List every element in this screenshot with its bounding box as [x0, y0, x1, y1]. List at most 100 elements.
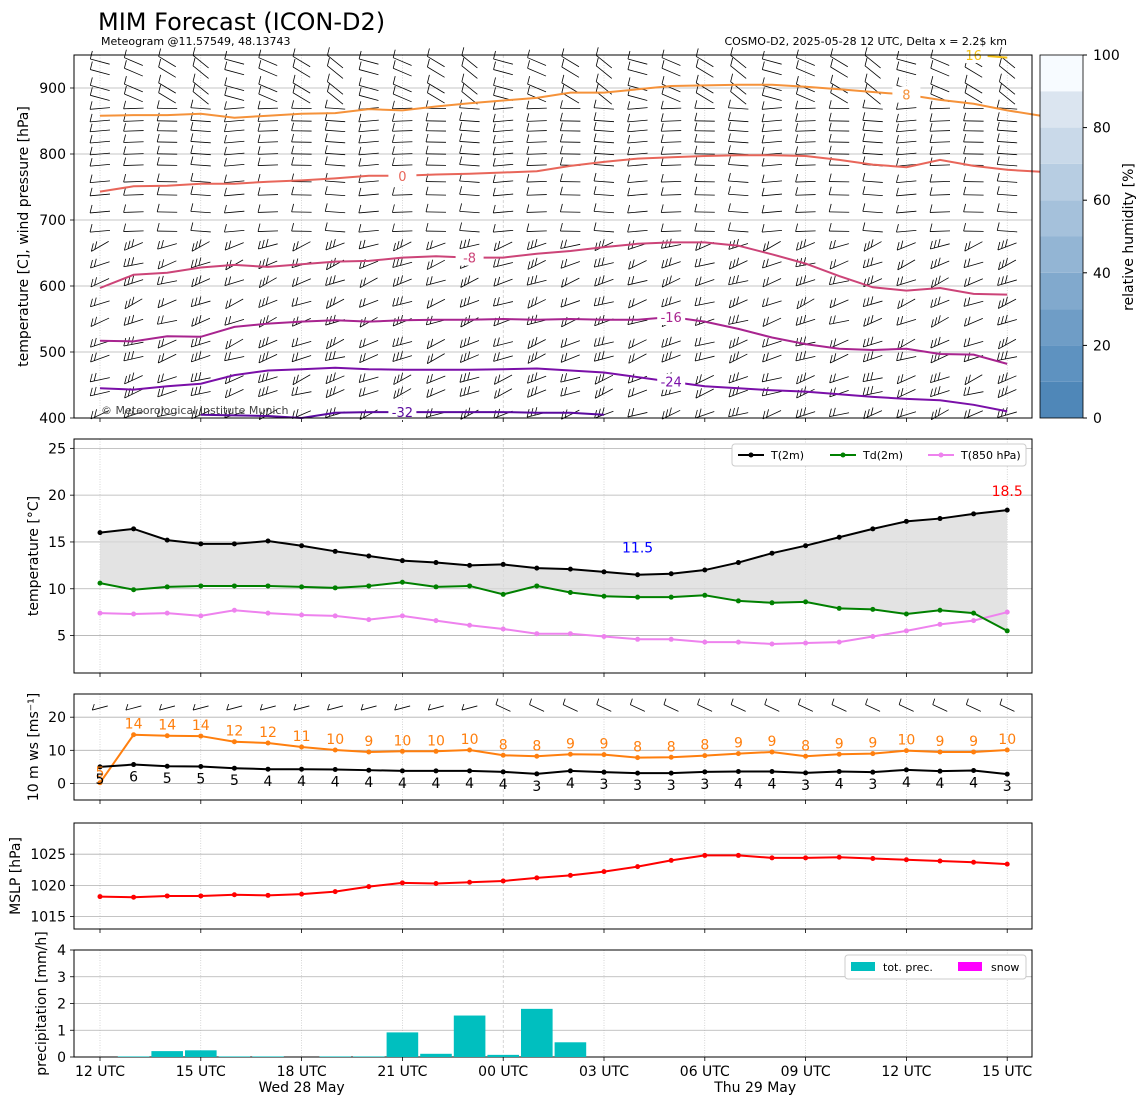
wind-barb [898, 698, 914, 712]
isotherm-0 [99, 154, 1041, 193]
gust-value-label: 14 [192, 718, 210, 734]
data-point [903, 767, 909, 773]
data-point [702, 567, 708, 573]
wind-barb [461, 703, 478, 711]
wind-barb [762, 409, 782, 420]
mean-wind-label: 4 [835, 777, 844, 793]
wind-barb [459, 336, 480, 349]
data-point [399, 579, 405, 585]
data-point [500, 561, 506, 567]
colorbar-band [1040, 345, 1083, 382]
wind-barb [660, 223, 682, 232]
legend-box [731, 443, 1027, 467]
data-point [836, 769, 842, 775]
wind-barb [526, 187, 547, 196]
data-point [903, 857, 909, 863]
wind-barb [560, 258, 580, 269]
wind-barb [190, 222, 211, 233]
wind-barb [996, 145, 1018, 156]
wind-barb [291, 386, 312, 396]
wind-barb [795, 123, 816, 132]
wind-barb [963, 337, 984, 348]
wind-barb [627, 101, 648, 110]
wind-barb [660, 204, 682, 213]
wind-barb [393, 372, 412, 385]
wind-barb [123, 157, 144, 166]
wind-barb [257, 157, 279, 166]
wind-barb [327, 83, 344, 105]
wind-barb [359, 338, 379, 349]
data-point [937, 621, 943, 627]
data-point [500, 752, 506, 758]
wind-barb [795, 350, 816, 362]
wind-barb [728, 336, 748, 349]
data-point [97, 530, 103, 536]
data-point [433, 584, 439, 590]
wind-barb [327, 703, 344, 711]
mean-wind-label: 5 [196, 772, 205, 788]
wind-barb [829, 338, 849, 349]
wind-barb [862, 351, 883, 363]
wind-barb [158, 58, 176, 78]
wind-barb [324, 99, 346, 110]
data-point [534, 875, 540, 881]
wind-barb [426, 373, 446, 384]
gust-value-label: 5 [96, 765, 105, 781]
data-point [131, 894, 137, 900]
wind-barb [526, 275, 547, 286]
wind-barb [560, 203, 581, 213]
wind-barb [896, 351, 917, 362]
wind-barb [660, 123, 682, 132]
y-tick-label: 15 [48, 535, 66, 551]
wind-barb [896, 388, 916, 399]
y-tick-label: 900 [39, 81, 66, 97]
wind-barb [561, 74, 580, 94]
wind-barb [560, 373, 581, 383]
data-point [265, 538, 271, 544]
wind-barb [762, 241, 781, 252]
y-tick-label: 400 [39, 411, 66, 427]
wind-barb [593, 172, 615, 183]
data-point [231, 607, 237, 613]
wind-barb [493, 337, 513, 347]
gust-value-label: 8 [532, 738, 541, 754]
wind-barb [996, 122, 1018, 132]
wind-barb [427, 84, 445, 104]
data-point [534, 565, 540, 571]
wind-barb [896, 223, 917, 233]
wind-barb [594, 275, 614, 287]
wind-barb [526, 146, 547, 155]
wind-barb [258, 49, 278, 66]
wind-barb [796, 386, 815, 399]
wind-barb [829, 298, 849, 309]
wind-barb [493, 297, 514, 307]
colorbar-band [1040, 236, 1083, 273]
wind-barb [459, 296, 480, 308]
wind-barb [896, 61, 917, 76]
data-point [937, 768, 943, 774]
legend-marker [748, 452, 754, 458]
wind-barb [730, 83, 747, 105]
wind-barb [325, 239, 345, 251]
wind-barb [526, 157, 547, 166]
mean-wind-label: 4 [465, 776, 474, 792]
wind-barb [224, 204, 245, 214]
wind-barb [190, 257, 211, 269]
wind-barb [595, 57, 613, 79]
wind-barb [560, 352, 580, 363]
colorbar-tick-label: 40 [1093, 266, 1111, 282]
data-point [601, 633, 607, 639]
wind-barb [492, 101, 514, 110]
wind-barb [124, 296, 143, 310]
wind-barb [158, 74, 176, 94]
wind-barb [761, 223, 782, 233]
data-point [231, 765, 237, 771]
wind-barb [224, 101, 245, 110]
wind-barb [660, 113, 682, 122]
gust-value-label: 10 [897, 733, 915, 749]
wind-barb [896, 113, 917, 123]
wind-barb [864, 47, 881, 69]
wind-barb [997, 239, 1017, 251]
wind-barb [930, 275, 949, 289]
